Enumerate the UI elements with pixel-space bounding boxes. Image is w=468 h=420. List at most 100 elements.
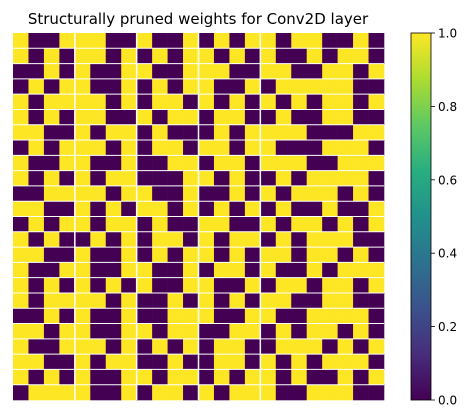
heatmap-cell	[74, 216, 91, 233]
heatmap-cell	[260, 384, 277, 401]
heatmap-cell	[213, 94, 230, 110]
heatmap-cell	[167, 338, 184, 355]
heatmap-cell	[28, 63, 45, 80]
heatmap-cell	[260, 48, 277, 64]
heatmap-cell	[59, 170, 76, 187]
heatmap-cell	[306, 354, 323, 370]
heatmap-cell	[13, 262, 29, 278]
heatmap-cell	[152, 247, 168, 263]
heatmap-cell	[90, 185, 107, 202]
heatmap-cell	[260, 292, 277, 309]
heatmap-cell	[105, 33, 122, 49]
heatmap-cell	[121, 155, 137, 171]
heatmap-cell	[13, 109, 29, 126]
heatmap-cell	[306, 231, 323, 248]
heatmap-cell	[322, 216, 338, 233]
heatmap-cell	[229, 338, 246, 355]
heatmap-cell	[198, 78, 215, 95]
heatmap-cell	[368, 185, 385, 202]
heatmap-cell	[136, 109, 153, 126]
heatmap-cell	[198, 63, 215, 80]
heatmap-cell	[244, 78, 261, 95]
heatmap-cell	[291, 262, 308, 278]
heatmap-cell	[353, 78, 369, 95]
heatmap-cell	[306, 170, 323, 187]
heatmap-cell	[213, 354, 230, 370]
heatmap-cell	[322, 94, 338, 110]
heatmap-cell	[229, 185, 246, 202]
heatmap-cell	[59, 109, 76, 126]
heatmap-cell	[337, 33, 354, 49]
heatmap-cell	[13, 277, 29, 294]
heatmap-cell	[28, 292, 45, 309]
heatmap-cell	[260, 109, 277, 126]
heatmap-cell	[28, 323, 45, 340]
heatmap-cell	[152, 33, 168, 49]
heatmap-cell	[337, 262, 354, 278]
heatmap-cell	[43, 292, 60, 309]
heatmap-cell	[167, 140, 184, 156]
heatmap-cell	[13, 78, 29, 95]
heatmap-cell	[105, 185, 122, 202]
heatmap-cell	[74, 78, 91, 95]
heatmap-cell	[167, 155, 184, 171]
heatmap-cell	[183, 109, 199, 126]
heatmap-cell	[306, 338, 323, 355]
heatmap-cell	[229, 262, 246, 278]
heatmap-cell	[213, 170, 230, 187]
heatmap-cell	[244, 63, 261, 80]
heatmap-cell	[136, 369, 153, 386]
heatmap-cell	[368, 170, 385, 187]
heatmap-cell	[183, 94, 199, 110]
heatmap-cell	[337, 338, 354, 355]
heatmap-cell	[121, 48, 137, 64]
heatmap-cell	[105, 369, 122, 386]
heatmap-cell	[167, 124, 184, 141]
heatmap-cell	[229, 109, 246, 126]
heatmap-cell	[322, 338, 338, 355]
heatmap-cell	[74, 308, 91, 324]
heatmap-cell	[368, 124, 385, 141]
heatmap-cell	[368, 109, 385, 126]
heatmap-cell	[322, 247, 338, 263]
heatmap-cell	[152, 216, 168, 233]
heatmap-cell	[322, 170, 338, 187]
heatmap-cell	[136, 384, 153, 401]
heatmap-cell	[43, 231, 60, 248]
heatmap-cell	[275, 63, 292, 80]
heatmap-cell	[260, 94, 277, 110]
heatmap-cell	[260, 247, 277, 263]
heatmap-cell	[183, 170, 199, 187]
heatmap-cell	[306, 94, 323, 110]
heatmap-cell	[13, 308, 29, 324]
heatmap-cell	[337, 155, 354, 171]
heatmap-cell	[275, 262, 292, 278]
heatmap-cell	[322, 201, 338, 217]
heatmap-cell	[152, 155, 168, 171]
heatmap-cell	[306, 369, 323, 386]
heatmap-cell	[229, 277, 246, 294]
heatmap-cell	[198, 185, 215, 202]
heatmap-cell	[306, 33, 323, 49]
heatmap-cell	[198, 94, 215, 110]
heatmap-cell	[337, 384, 354, 401]
heatmap-cell	[275, 308, 292, 324]
heatmap-cell	[291, 247, 308, 263]
heatmap-cell	[306, 140, 323, 156]
heatmap-cell	[291, 231, 308, 248]
heatmap-cell	[275, 338, 292, 355]
heatmap-cell	[13, 323, 29, 340]
heatmap-cell	[368, 338, 385, 355]
heatmap-cell	[229, 231, 246, 248]
heatmap-cell	[322, 231, 338, 248]
heatmap-cell	[368, 369, 385, 386]
heatmap-cell	[213, 262, 230, 278]
heatmap-cell	[322, 384, 338, 401]
heatmap-cell	[74, 338, 91, 355]
heatmap-cell	[121, 323, 137, 340]
heatmap-cell	[90, 369, 107, 386]
heatmap-cell	[59, 78, 76, 95]
heatmap-cell	[74, 369, 91, 386]
heatmap-cell	[183, 354, 199, 370]
heatmap-cell	[28, 216, 45, 233]
